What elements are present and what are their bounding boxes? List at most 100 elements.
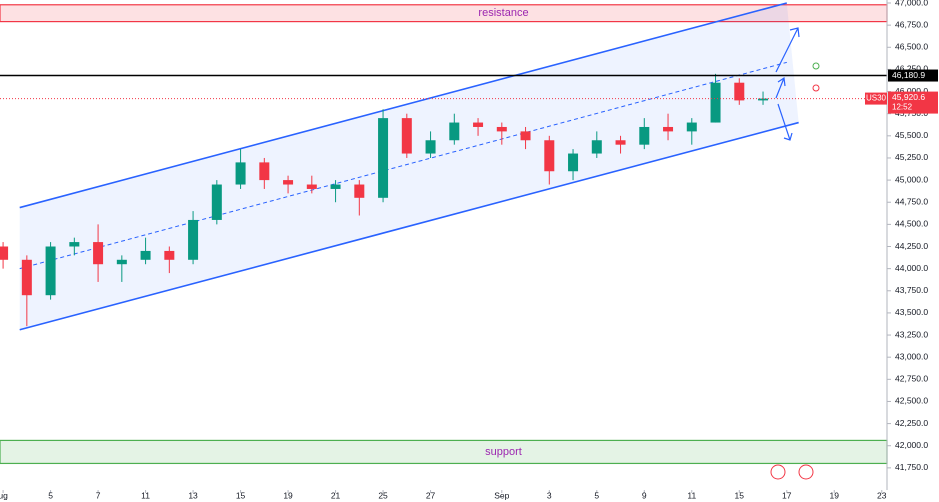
x-tick-label: 25 [378,490,388,500]
x-tick-label: 15 [236,490,246,500]
candle-body [401,118,412,154]
candle-body [686,122,697,132]
candle-body [544,140,555,172]
y-tick-label: 44,500.0 [895,219,928,229]
candle-body [0,246,9,260]
candle-body [211,184,222,220]
y-tick-label: 43,750.0 [895,285,928,295]
price-badge [888,91,938,114]
marker-dot [812,62,820,70]
marker-dot [812,84,820,92]
level-label: 46,180.9 [892,70,925,80]
candle-body [116,259,127,265]
channel [19,2,799,331]
candle-body [354,184,365,198]
candle-body [449,122,460,141]
x-tick-label: 5 [594,490,599,500]
x-tick-label: 15 [735,490,745,500]
x-tick-label: 27 [426,490,436,500]
event-icon [798,464,814,480]
y-tick-label: 45,250.0 [895,152,928,162]
candle-body [520,131,531,141]
channel-upper [19,2,787,209]
x-tick-label: 11 [687,490,696,500]
x-tick-label: 19 [283,490,293,500]
x-tick-label: 11 [141,490,150,500]
candle-body [496,126,507,132]
x-tick-label: 3 [547,490,552,500]
symbol-label: US30 [866,94,887,103]
y-tick-label: 46,250.0 [895,64,928,74]
zones: resistance support [0,4,888,465]
y-tick-label: 44,750.0 [895,196,928,206]
x-tick-label: Sep [494,490,509,500]
y-tick-label: 43,000.0 [895,351,928,361]
candle-body [69,242,80,247]
y-tick-label: 42,500.0 [895,396,928,406]
candle-body [568,153,579,172]
candle-body [164,250,175,260]
overlay [0,27,887,480]
y-tick-label: 47,000.0 [895,0,928,7]
y-tick-label: 45,000.0 [895,174,928,184]
candle-body [615,140,626,145]
x-tick-label: 13 [188,490,198,500]
y-tick-label: 42,000.0 [895,440,928,450]
candle-body [425,140,436,154]
y-tick-label: 45,500.0 [895,130,928,140]
candle-body [639,126,650,145]
candle-body [140,250,151,260]
projection-arrow [775,27,800,73]
y-tick-label: 43,250.0 [895,329,928,339]
candle-body [330,184,341,189]
candle-body [235,162,246,185]
y-tick-label: 44,250.0 [895,241,928,251]
level-badge [888,69,938,82]
candle-body [283,180,294,185]
price-label: 45,920.6 [892,92,925,102]
y-tick-label: 42,250.0 [895,418,928,428]
x-tick-label: 23 [877,490,887,500]
x-tick-label: ug [0,490,8,500]
zone-label: resistance [478,7,528,19]
candle-body [591,140,602,154]
zone [0,439,888,465]
candles [0,73,769,327]
projection-arrow [777,103,793,141]
candle-body [663,126,674,132]
y-tick-label: 44,000.0 [895,263,928,273]
candle-body [188,219,199,260]
candle-body [93,242,104,265]
x-tick-label: 19 [830,490,840,500]
y-tick-label: 46,500.0 [895,42,928,52]
y-tick-label: 46,000.0 [895,86,928,96]
candle-body [21,259,32,296]
candle-body [710,82,721,123]
candle-body [378,118,389,198]
candle-body [45,246,56,296]
channel-middle [19,61,787,270]
event-icon [770,464,786,480]
zone-label: support [485,446,522,458]
candle-body [259,162,270,181]
y-tick-label: 42,750.0 [895,374,928,384]
x-tick-label: 7 [96,490,101,500]
x-tick-label: 21 [331,490,341,500]
y-tick-label: 43,500.0 [895,307,928,317]
x-tick-label: 17 [782,490,792,500]
projection-arrow [775,76,786,99]
candle-body [734,82,745,101]
y-tick-label: 46,750.0 [895,19,928,29]
candle-body [473,122,484,127]
channel-fill [19,3,799,330]
channel-lower [19,121,799,331]
candle-body [758,98,769,101]
symbol-badge [865,92,887,105]
candle-body [306,184,317,189]
x-tick-label: 9 [642,490,647,500]
y-tick-label: 41,750.0 [895,462,928,472]
timer-label: 12:52 [892,103,913,112]
